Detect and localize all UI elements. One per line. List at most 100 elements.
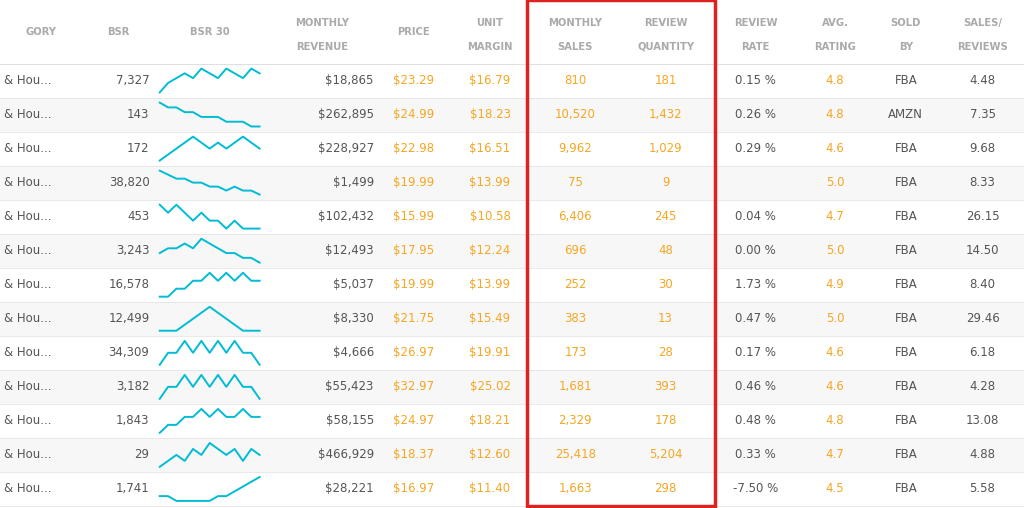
Text: $12.60: $12.60 — [469, 449, 511, 461]
Text: BSR 30: BSR 30 — [189, 27, 229, 37]
Text: REVENUE: REVENUE — [296, 42, 348, 52]
Text: $19.99: $19.99 — [392, 176, 434, 189]
Text: $17.95: $17.95 — [392, 244, 434, 257]
Text: $11.40: $11.40 — [469, 483, 511, 495]
Text: PRICE: PRICE — [397, 27, 430, 37]
Text: 2,329: 2,329 — [558, 415, 592, 427]
Text: FBA: FBA — [894, 483, 918, 495]
Text: 14.50: 14.50 — [966, 244, 999, 257]
Text: FBA: FBA — [894, 176, 918, 189]
Text: BSR: BSR — [108, 27, 129, 37]
Text: 298: 298 — [654, 483, 677, 495]
Text: RATE: RATE — [741, 42, 770, 52]
Text: & Hou...: & Hou... — [4, 449, 51, 461]
Text: 1,843: 1,843 — [116, 415, 150, 427]
Text: $13.99: $13.99 — [469, 278, 511, 291]
Text: 1,663: 1,663 — [558, 483, 592, 495]
Text: 0.26 %: 0.26 % — [735, 108, 776, 121]
Text: REVIEW: REVIEW — [644, 18, 687, 28]
Text: MONTHLY: MONTHLY — [295, 18, 349, 28]
Text: 38,820: 38,820 — [109, 176, 150, 189]
Text: 5.0: 5.0 — [825, 312, 845, 325]
Text: $102,432: $102,432 — [317, 210, 374, 223]
Text: 4.6: 4.6 — [825, 380, 845, 393]
Text: SALES: SALES — [558, 42, 593, 52]
Text: RATING: RATING — [814, 42, 856, 52]
Text: 4.6: 4.6 — [825, 346, 845, 359]
Text: 6,406: 6,406 — [558, 210, 592, 223]
Text: 16,578: 16,578 — [109, 278, 150, 291]
Text: 4.88: 4.88 — [970, 449, 995, 461]
Text: 252: 252 — [564, 278, 587, 291]
Text: 4.5: 4.5 — [825, 483, 845, 495]
Text: $4,666: $4,666 — [333, 346, 374, 359]
Text: $8,330: $8,330 — [333, 312, 374, 325]
Text: $22.98: $22.98 — [392, 142, 434, 155]
Text: $19.99: $19.99 — [392, 278, 434, 291]
Text: REVIEW: REVIEW — [734, 18, 777, 28]
Text: 4.48: 4.48 — [970, 74, 995, 87]
Text: 143: 143 — [127, 108, 150, 121]
Text: BY: BY — [899, 42, 912, 52]
Text: 7,327: 7,327 — [116, 74, 150, 87]
Text: 0.04 %: 0.04 % — [735, 210, 776, 223]
Text: 810: 810 — [564, 74, 587, 87]
Text: $21.75: $21.75 — [392, 312, 434, 325]
Text: $262,895: $262,895 — [317, 108, 374, 121]
Text: 4.8: 4.8 — [825, 74, 845, 87]
Text: 0.00 %: 0.00 % — [735, 244, 776, 257]
Text: 5.58: 5.58 — [970, 483, 995, 495]
Text: $16.51: $16.51 — [469, 142, 511, 155]
Text: 5,204: 5,204 — [649, 449, 682, 461]
Text: $26.97: $26.97 — [392, 346, 434, 359]
Text: GORY: GORY — [26, 27, 57, 37]
Text: 0.17 %: 0.17 % — [735, 346, 776, 359]
Text: & Hou...: & Hou... — [4, 176, 51, 189]
Text: SALES/: SALES/ — [963, 18, 1002, 28]
Text: $16.79: $16.79 — [469, 74, 511, 87]
Text: 7.35: 7.35 — [970, 108, 995, 121]
Text: FBA: FBA — [894, 380, 918, 393]
Text: FBA: FBA — [894, 415, 918, 427]
Text: FBA: FBA — [894, 210, 918, 223]
Text: & Hou...: & Hou... — [4, 312, 51, 325]
Text: FBA: FBA — [894, 244, 918, 257]
Text: & Hou...: & Hou... — [4, 346, 51, 359]
Text: 4.9: 4.9 — [825, 278, 845, 291]
Text: 1.73 %: 1.73 % — [735, 278, 776, 291]
Text: $55,423: $55,423 — [326, 380, 374, 393]
Text: FBA: FBA — [894, 346, 918, 359]
Text: SOLD: SOLD — [891, 18, 921, 28]
Text: 0.46 %: 0.46 % — [735, 380, 776, 393]
Text: 4.8: 4.8 — [825, 108, 845, 121]
Text: 28: 28 — [658, 346, 673, 359]
Text: $15.99: $15.99 — [392, 210, 434, 223]
Text: 75: 75 — [568, 176, 583, 189]
Text: $23.29: $23.29 — [392, 74, 434, 87]
Text: 4.7: 4.7 — [825, 449, 845, 461]
Text: 8.40: 8.40 — [970, 278, 995, 291]
Bar — [0, 336, 1024, 370]
Text: 34,309: 34,309 — [109, 346, 150, 359]
Text: -7.50 %: -7.50 % — [733, 483, 778, 495]
Text: 453: 453 — [127, 210, 150, 223]
Bar — [0, 166, 1024, 200]
Text: 10,520: 10,520 — [555, 108, 596, 121]
Text: 245: 245 — [654, 210, 677, 223]
Text: 393: 393 — [654, 380, 677, 393]
Text: & Hou...: & Hou... — [4, 142, 51, 155]
Text: $28,221: $28,221 — [326, 483, 374, 495]
Text: 8.33: 8.33 — [970, 176, 995, 189]
Text: FBA: FBA — [894, 312, 918, 325]
Bar — [0, 98, 1024, 132]
Bar — [0, 200, 1024, 234]
Text: & Hou...: & Hou... — [4, 278, 51, 291]
Text: 1,681: 1,681 — [558, 380, 592, 393]
Text: AMZN: AMZN — [888, 108, 924, 121]
Text: 30: 30 — [658, 278, 673, 291]
Text: MARGIN: MARGIN — [467, 42, 513, 52]
Text: 26.15: 26.15 — [966, 210, 999, 223]
Text: AVG.: AVG. — [821, 18, 849, 28]
Text: 696: 696 — [564, 244, 587, 257]
Text: 12,499: 12,499 — [109, 312, 150, 325]
